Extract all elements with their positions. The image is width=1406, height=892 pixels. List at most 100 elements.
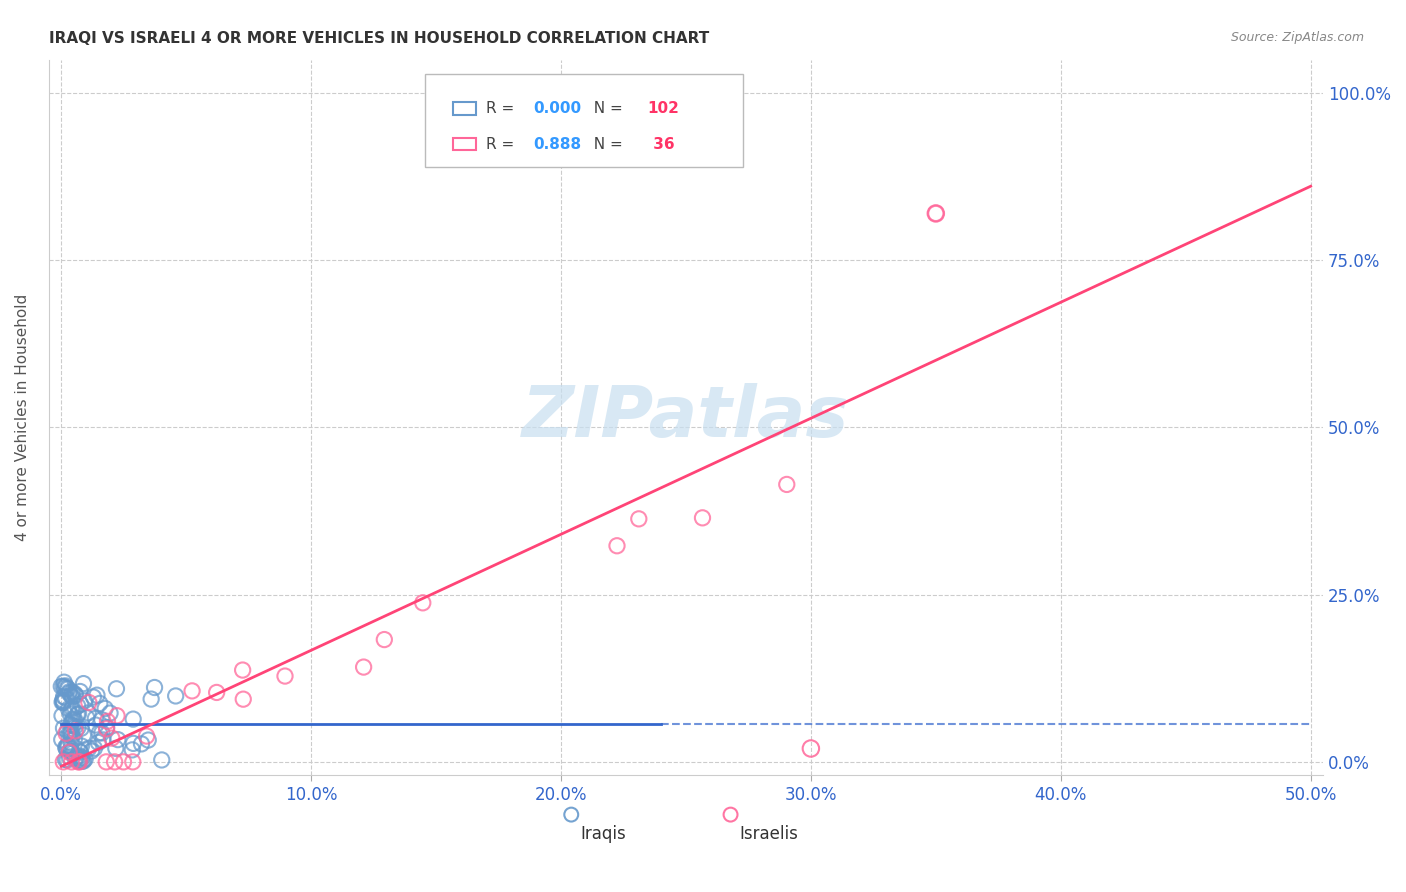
Point [165, 689, 187, 703]
FancyBboxPatch shape [453, 103, 475, 115]
Point [98, 706, 121, 720]
Point [606, 539, 628, 553]
Point [89, 697, 111, 711]
Point [69, 749, 91, 764]
Point [59, 741, 82, 756]
Point [56, 724, 79, 739]
Point [70, 750, 93, 764]
Point [63, 713, 86, 727]
Point [72, 728, 94, 742]
Point [58, 702, 80, 716]
Point [86, 688, 108, 702]
Point [96, 721, 118, 735]
Point [96, 755, 118, 769]
Point [60, 724, 83, 739]
Point [69, 754, 91, 768]
Point [52, 696, 75, 710]
Point [65, 723, 87, 738]
Point [67, 744, 90, 758]
Point [56, 739, 79, 754]
Point [925, 206, 948, 220]
Text: R =: R = [486, 101, 519, 116]
FancyBboxPatch shape [453, 137, 475, 151]
Point [53, 675, 76, 690]
Point [62, 712, 84, 726]
Point [91, 732, 114, 747]
Text: 0.888: 0.888 [533, 136, 581, 152]
Point [66, 749, 89, 764]
Point [66, 707, 89, 722]
Point [55, 679, 77, 693]
Point [55, 740, 77, 755]
Point [94, 701, 117, 715]
Point [75, 752, 97, 766]
Text: R =: R = [486, 136, 519, 152]
Point [67, 752, 90, 766]
Point [800, 741, 823, 756]
Point [63, 732, 86, 747]
Point [96, 714, 118, 729]
Point [60, 746, 83, 760]
FancyBboxPatch shape [425, 74, 744, 167]
Point [274, 669, 297, 683]
Point [59, 726, 82, 740]
Point [232, 663, 254, 677]
Point [84, 711, 107, 725]
Point [60, 755, 83, 769]
Y-axis label: 4 or more Vehicles in Household: 4 or more Vehicles in Household [15, 293, 30, 541]
Point [69, 697, 91, 711]
Point [51, 708, 73, 723]
Point [60, 745, 83, 759]
Point [51, 695, 73, 709]
Point [104, 741, 127, 756]
Point [55, 726, 77, 740]
Point [90, 726, 112, 740]
Point [66, 721, 89, 735]
Point [412, 596, 434, 610]
Point [58, 745, 80, 759]
Point [52, 721, 75, 735]
Point [60, 730, 83, 744]
Point [87, 735, 110, 749]
Point [77, 741, 100, 756]
Point [56, 681, 79, 696]
Text: IRAQI VS ISRAELI 4 OR MORE VEHICLES IN HOUSEHOLD CORRELATION CHART: IRAQI VS ISRAELI 4 OR MORE VEHICLES IN H… [49, 31, 710, 46]
Point [105, 708, 128, 723]
Point [55, 742, 77, 756]
Point [121, 755, 143, 769]
Text: Source: ZipAtlas.com: Source: ZipAtlas.com [1230, 31, 1364, 45]
Point [69, 755, 91, 769]
Point [122, 712, 145, 726]
Point [77, 706, 100, 720]
Point [72, 754, 94, 768]
Point [82, 690, 104, 704]
Text: N =: N = [583, 136, 627, 152]
Point [60, 685, 83, 699]
Point [96, 722, 118, 736]
Point [60, 701, 83, 715]
Text: Israelis: Israelis [740, 825, 799, 843]
Text: ZIPatlas: ZIPatlas [522, 383, 849, 452]
Point [59, 725, 82, 739]
Point [83, 741, 105, 756]
Point [59, 717, 82, 731]
Point [59, 689, 82, 703]
Point [131, 737, 153, 751]
Point [627, 512, 650, 526]
Point [56, 739, 79, 753]
Point [55, 690, 77, 705]
Point [58, 750, 80, 764]
Point [205, 685, 228, 699]
Point [89, 726, 111, 740]
Point [65, 689, 87, 703]
Point [1074, 791, 1097, 805]
Point [104, 755, 127, 769]
Point [51, 732, 73, 747]
Point [60, 703, 83, 717]
Point [232, 692, 254, 706]
Point [52, 694, 75, 708]
Point [135, 729, 157, 743]
Point [58, 685, 80, 699]
Point [136, 733, 159, 747]
Point [72, 676, 94, 690]
